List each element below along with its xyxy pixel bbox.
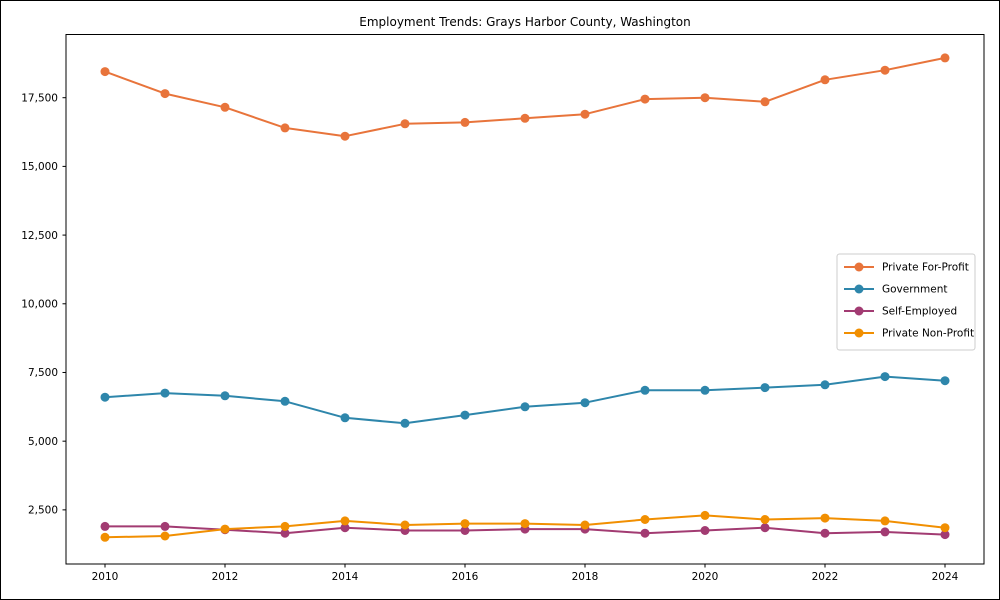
data-point xyxy=(880,516,890,526)
data-point xyxy=(160,89,170,99)
data-point xyxy=(280,396,290,406)
legend-label: Self-Employed xyxy=(882,306,957,318)
data-point xyxy=(820,528,830,538)
data-point xyxy=(340,131,350,141)
legend-marker xyxy=(854,262,864,272)
data-point xyxy=(760,383,770,393)
legend-item-government: Government xyxy=(844,284,947,296)
legend-marker xyxy=(854,328,864,338)
legend-label: Government xyxy=(882,284,947,296)
series-line xyxy=(104,56,946,138)
y-tick-label: 10,000 xyxy=(21,298,58,310)
data-point xyxy=(580,520,590,530)
series-self-employed xyxy=(100,521,950,540)
series-private-non-profit xyxy=(100,510,950,542)
data-point xyxy=(820,75,830,85)
data-point xyxy=(640,515,650,524)
data-point xyxy=(220,391,230,401)
y-tick-label: 5,000 xyxy=(28,436,58,448)
data-point xyxy=(100,532,110,542)
x-tick-label: 2024 xyxy=(932,571,959,583)
legend-item-private-non-profit: Private Non-Profit xyxy=(844,328,974,340)
y-tick-label: 15,000 xyxy=(21,161,58,173)
data-point xyxy=(760,515,770,524)
legend-item-self-employed: Self-Employed xyxy=(844,306,957,318)
data-point xyxy=(340,516,350,526)
series-government xyxy=(100,372,950,428)
chart-title: Employment Trends: Grays Harbor County, … xyxy=(359,15,690,29)
data-point xyxy=(880,527,890,537)
y-axis: 2,500 5,000 7,500 10,000 12,500 15,000 17,500 xyxy=(21,92,66,517)
data-point xyxy=(640,385,650,395)
data-point xyxy=(640,528,650,538)
data-point xyxy=(400,520,410,530)
data-point xyxy=(400,119,410,129)
data-point xyxy=(940,53,950,63)
series-private-for-profit xyxy=(100,53,950,141)
data-point xyxy=(520,519,530,529)
data-point xyxy=(940,530,950,540)
data-point xyxy=(340,413,350,423)
data-point xyxy=(880,372,890,382)
data-point xyxy=(340,523,350,533)
x-tick-label: 2020 xyxy=(692,571,719,583)
data-point xyxy=(760,523,770,533)
data-point xyxy=(400,418,410,428)
series-line xyxy=(104,375,946,425)
data-point xyxy=(700,510,710,520)
x-tick-label: 2016 xyxy=(452,571,479,583)
data-point xyxy=(160,531,170,541)
data-point xyxy=(520,113,530,123)
data-point xyxy=(280,123,290,133)
x-tick-label: 2014 xyxy=(332,571,359,583)
x-tick-label: 2018 xyxy=(572,571,599,583)
plot-area: 2010 2012 2014 2016 2018 2020 2022 2024 2,500 5,0… xyxy=(21,34,985,583)
data-point xyxy=(100,67,110,77)
data-point xyxy=(700,385,710,395)
y-tick-label: 7,500 xyxy=(28,367,58,379)
data-point xyxy=(940,523,950,533)
data-point xyxy=(820,513,830,523)
data-point xyxy=(100,521,110,531)
legend: Private For-Profit Government Self-Employe… xyxy=(836,253,976,351)
data-point xyxy=(460,117,470,127)
legend-marker xyxy=(854,306,864,316)
data-point xyxy=(460,410,470,420)
x-axis: 2010 2012 2014 2016 2018 2020 2022 2024 xyxy=(92,564,959,583)
data-point xyxy=(760,97,770,107)
data-point xyxy=(160,521,170,531)
x-tick-label: 2012 xyxy=(212,571,239,583)
axes-frame xyxy=(65,34,985,565)
data-point xyxy=(940,376,950,386)
data-point xyxy=(100,392,110,402)
data-point xyxy=(220,102,230,112)
data-point xyxy=(160,388,170,398)
y-tick-label: 12,500 xyxy=(21,230,58,242)
data-point xyxy=(580,109,590,119)
data-point xyxy=(820,380,830,390)
data-point xyxy=(640,94,650,104)
legend-box xyxy=(836,253,976,351)
legend-label: Private For-Profit xyxy=(882,262,969,274)
data-point xyxy=(700,526,710,535)
data-point xyxy=(460,519,470,529)
legend-item-private-for-profit: Private For-Profit xyxy=(844,262,969,274)
y-tick-label: 2,500 xyxy=(28,505,58,517)
y-tick-label: 17,500 xyxy=(21,92,58,104)
x-tick-label: 2022 xyxy=(812,571,839,583)
data-point xyxy=(580,398,590,408)
legend-label: Private Non-Profit xyxy=(882,328,974,340)
data-point xyxy=(880,65,890,75)
data-point xyxy=(460,526,470,535)
data-point xyxy=(700,93,710,103)
x-tick-label: 2010 xyxy=(92,571,119,583)
data-point xyxy=(280,528,290,538)
data-point xyxy=(520,402,530,412)
legend-marker xyxy=(854,284,864,294)
data-point xyxy=(280,521,290,531)
data-point xyxy=(220,524,230,534)
